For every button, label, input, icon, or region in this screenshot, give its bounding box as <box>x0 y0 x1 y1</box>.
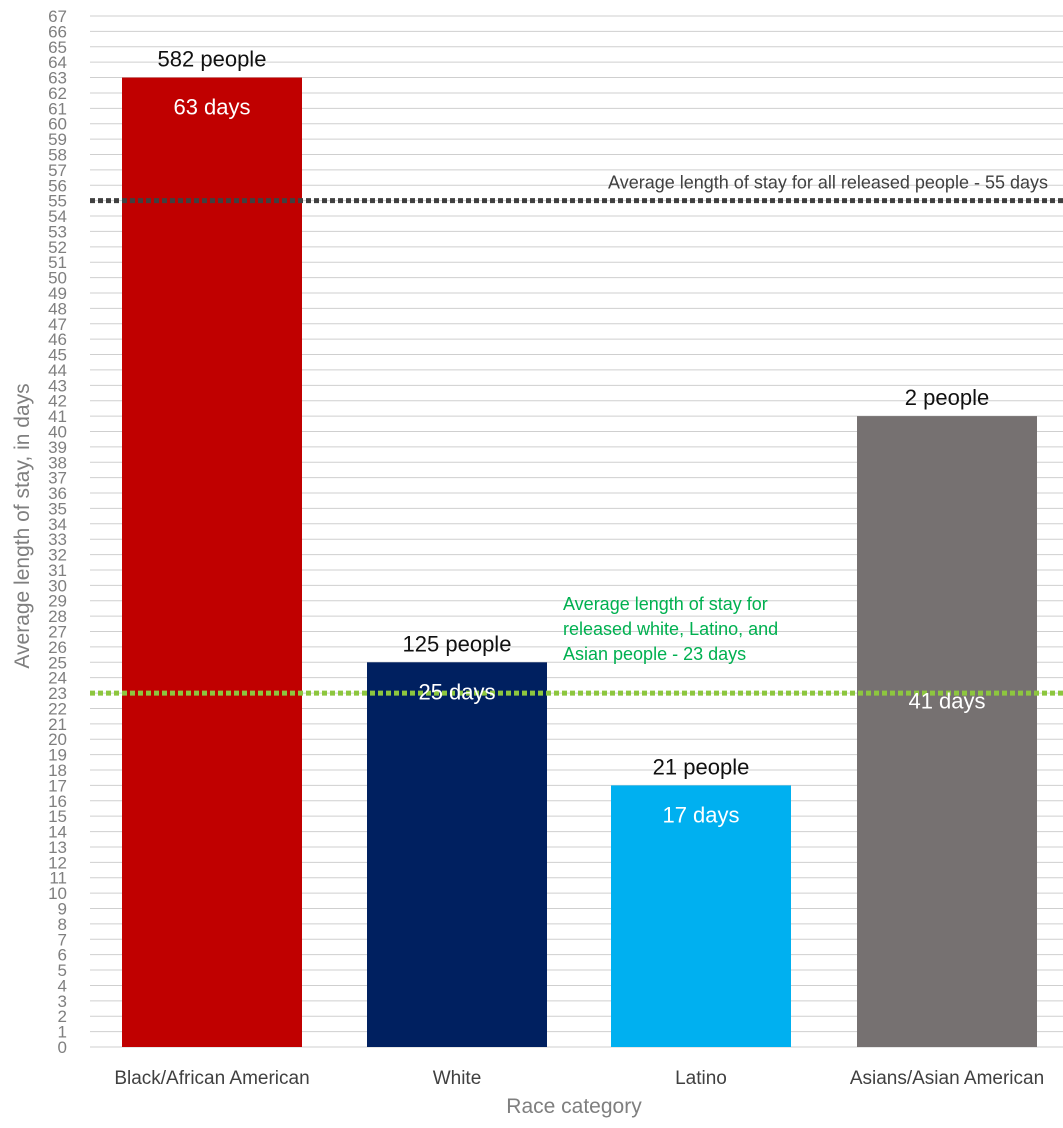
y-tick-label: 30 <box>48 576 67 595</box>
y-tick-label: 53 <box>48 222 67 241</box>
y-tick-label: 6 <box>58 946 67 965</box>
y-tick-label: 56 <box>48 176 67 195</box>
y-tick-label: 5 <box>58 961 67 980</box>
y-tick-label: 52 <box>48 238 67 257</box>
y-tick-label: 51 <box>48 253 67 272</box>
y-tick-label: 57 <box>48 161 67 180</box>
y-tick-label: 64 <box>48 53 67 72</box>
y-tick-label: 12 <box>48 853 67 872</box>
y-tick-label: 61 <box>48 99 67 118</box>
people-count-label: 125 people <box>403 631 512 656</box>
bar-labels: 582 people 63 days 125 people 25 days 21 peo… <box>158 47 990 828</box>
reference-line-label: Asian people - 23 days <box>563 644 746 664</box>
y-tick-label: 42 <box>48 392 67 411</box>
bar <box>367 662 547 1047</box>
y-tick-label: 14 <box>48 823 67 842</box>
y-tick-label: 55 <box>48 192 67 211</box>
y-tick-label: 21 <box>48 715 67 734</box>
x-axis-title: Race category <box>506 1095 642 1118</box>
y-tick-label: 8 <box>58 915 67 934</box>
category-label: Asians/Asian American <box>850 1068 1044 1089</box>
bar <box>611 785 791 1047</box>
people-count-label: 21 people <box>653 754 750 779</box>
people-count-label: 2 people <box>905 385 989 410</box>
y-tick-label: 45 <box>48 346 67 365</box>
y-tick-label: 35 <box>48 499 67 518</box>
y-tick-label: 49 <box>48 284 67 303</box>
y-tick-label: 34 <box>48 515 67 534</box>
y-axis-title: Average length of stay, in days <box>11 383 34 668</box>
y-tick-label: 23 <box>48 684 67 703</box>
y-tick-label: 65 <box>48 38 67 57</box>
people-count-label: 582 people <box>158 47 267 72</box>
y-tick-label: 60 <box>48 115 67 134</box>
y-tick-label: 24 <box>48 669 67 688</box>
y-tick-label: 31 <box>48 561 67 580</box>
y-tick-label: 58 <box>48 145 67 164</box>
y-tick-label: 38 <box>48 453 67 472</box>
category-label: White <box>433 1068 482 1089</box>
y-tick-label: 27 <box>48 623 67 642</box>
y-tick-label: 67 <box>48 7 67 26</box>
y-tick-label: 37 <box>48 469 67 488</box>
y-tick-label: 0 <box>58 1038 67 1057</box>
value-label: 63 days <box>173 95 250 120</box>
value-label: 41 days <box>908 688 985 713</box>
category-label: Black/African American <box>114 1068 309 1089</box>
y-tick-label: 63 <box>48 69 67 88</box>
y-tick-label: 40 <box>48 422 67 441</box>
y-tick-label: 43 <box>48 376 67 395</box>
reference-line-label: Average length of stay for all released … <box>608 173 1048 193</box>
y-tick-label: 47 <box>48 315 67 334</box>
y-tick-label: 9 <box>58 900 67 919</box>
y-tick-label: 20 <box>48 730 67 749</box>
y-tick-label: 17 <box>48 776 67 795</box>
value-label: 25 days <box>418 679 495 704</box>
y-tick-label: 18 <box>48 761 67 780</box>
y-tick-label: 36 <box>48 484 67 503</box>
y-tick-label: 28 <box>48 607 67 626</box>
y-tick-label: 16 <box>48 792 67 811</box>
y-tick-label: 3 <box>58 992 67 1011</box>
y-tick-label: 39 <box>48 438 67 457</box>
y-tick-label: 13 <box>48 838 67 857</box>
y-tick-label: 29 <box>48 592 67 611</box>
y-tick-label: 2 <box>58 1007 67 1026</box>
y-tick-label: 54 <box>48 207 67 226</box>
reference-line-label: Average length of stay for <box>563 594 768 614</box>
y-tick-label: 44 <box>48 361 67 380</box>
bars <box>122 77 1037 1047</box>
x-axis-categories: Black/African American White Latino Asians/… <box>114 1068 1044 1089</box>
bar <box>857 416 1037 1047</box>
value-label: 17 days <box>662 802 739 827</box>
bar <box>122 77 302 1047</box>
y-tick-label: 1 <box>58 1023 67 1042</box>
y-tick-label: 50 <box>48 269 67 288</box>
y-tick-label: 15 <box>48 807 67 826</box>
y-tick-label: 46 <box>48 330 67 349</box>
y-tick-label: 10 <box>48 884 67 903</box>
category-label: Latino <box>675 1068 727 1089</box>
y-tick-label: 11 <box>49 869 67 888</box>
y-tick-label: 62 <box>48 84 67 103</box>
y-tick-label: 41 <box>48 407 67 426</box>
y-tick-label: 32 <box>48 546 67 565</box>
y-tick-label: 7 <box>58 930 67 949</box>
y-tick-label: 19 <box>48 746 67 765</box>
y-tick-label: 66 <box>48 22 67 41</box>
reference-lines: Average length of stay for all released … <box>90 173 1063 696</box>
y-tick-label: 4 <box>58 976 67 995</box>
y-axis-ticks: 0123456789101112131415161718192021222324… <box>48 7 67 1057</box>
reference-line-label: released white, Latino, and <box>563 619 778 639</box>
y-tick-label: 26 <box>48 638 67 657</box>
y-tick-label: 22 <box>48 699 67 718</box>
y-tick-label: 25 <box>48 653 67 672</box>
y-tick-label: 59 <box>48 130 67 149</box>
y-tick-label: 48 <box>48 299 67 318</box>
y-tick-label: 33 <box>48 530 67 549</box>
